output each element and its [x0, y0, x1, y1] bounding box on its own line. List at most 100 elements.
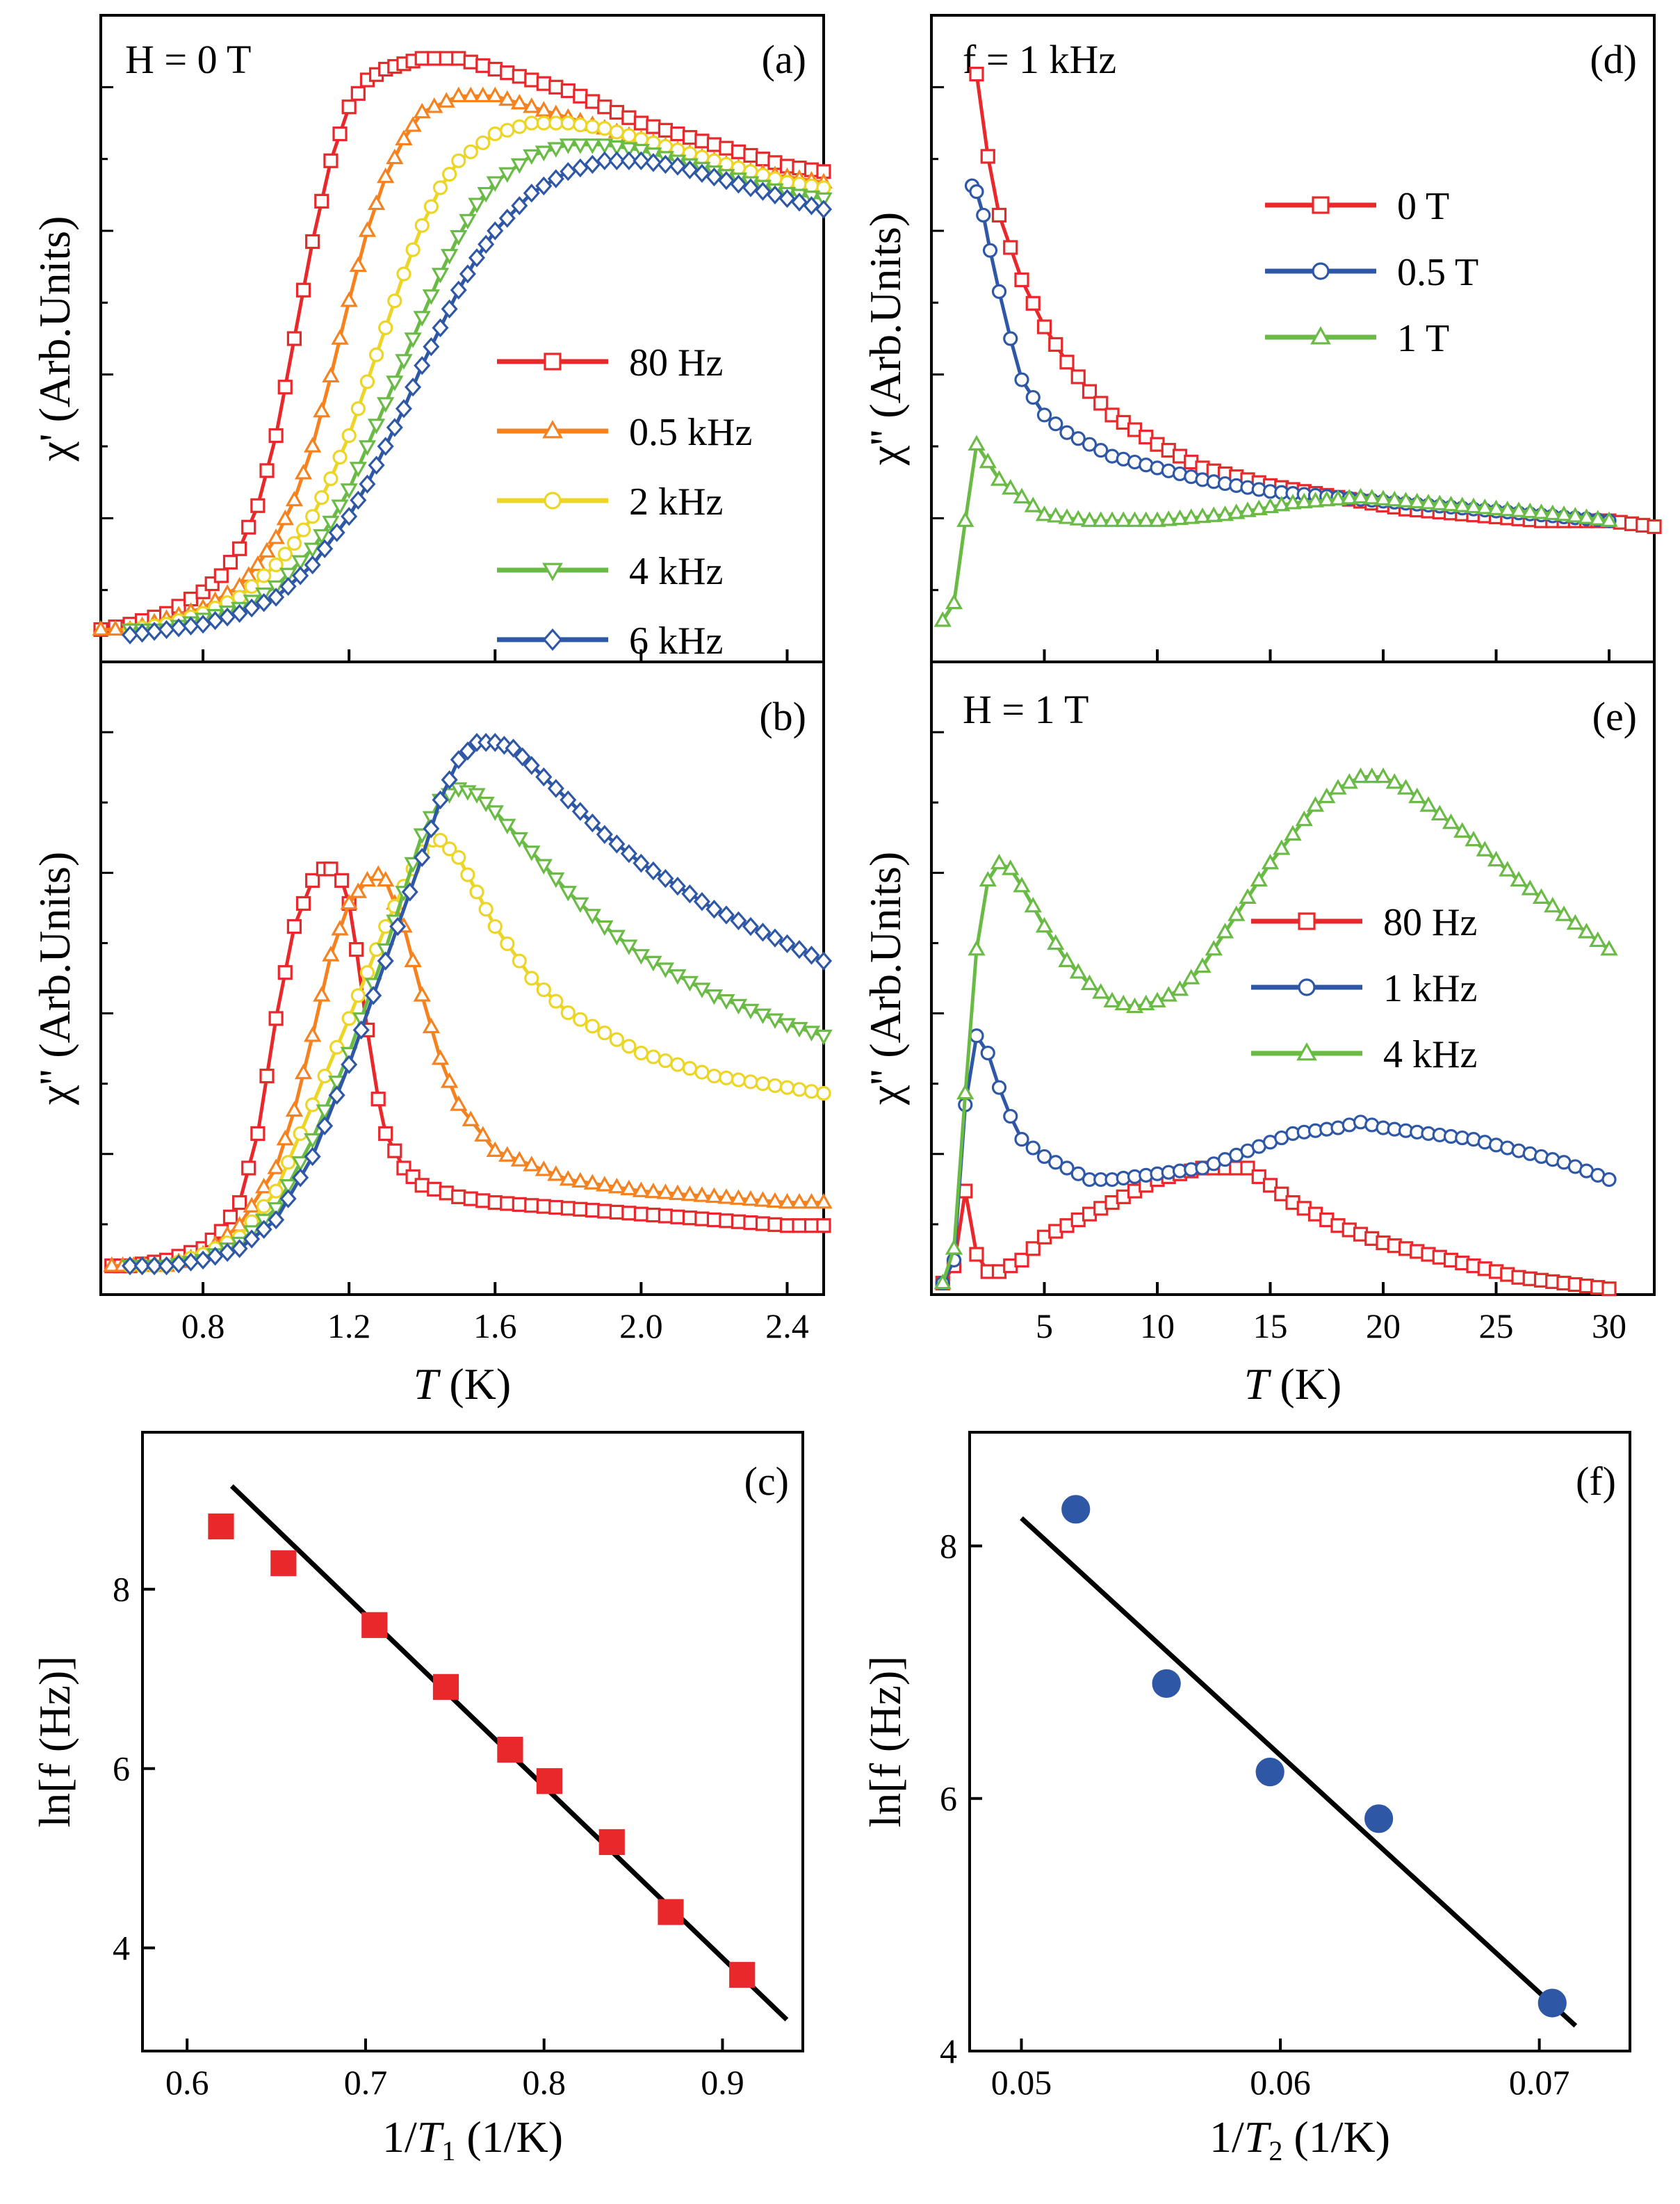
panel-b-series-3-point — [559, 886, 577, 902]
panel-d-series-2-point — [1069, 510, 1087, 526]
panel-e-series-2-point — [1408, 787, 1426, 804]
panel-b-series-1-point — [486, 1141, 504, 1157]
panel-a-series-0-point — [222, 555, 238, 570]
panel-e-series-2-point — [1566, 914, 1584, 930]
panel-d-series-2-point — [1408, 492, 1426, 509]
panel-b-series-1-point — [535, 1160, 553, 1176]
panel-e-xlabel: T (K) — [1244, 1359, 1341, 1409]
panel-a-series-1-point — [498, 90, 516, 106]
panel-a-series-3-point — [523, 149, 541, 165]
panel-e-xtick-label: 30 — [1592, 1306, 1626, 1345]
panel-b-series-0-point — [646, 1207, 661, 1223]
panel-b-series-4-point — [206, 1247, 224, 1266]
panel-a-series-3-point — [322, 515, 340, 532]
panel-d-series-2-point — [1351, 487, 1370, 504]
panel-d-series-2-point — [1430, 494, 1449, 510]
panel-b-series-2-point — [500, 936, 515, 951]
panel-a-legend-label-1: 0.5 kHz — [629, 411, 752, 454]
panel-a-series-4-point — [742, 178, 759, 197]
panel-b-series-4-point — [432, 790, 449, 810]
panel-e-series-2-point — [1487, 850, 1506, 867]
panel-a-series-1-point — [313, 402, 331, 418]
panel-a-legend-label-4: 6 kHz — [629, 619, 723, 663]
panel-a-series-1-point — [304, 437, 322, 453]
panel-a-series-0-point — [755, 152, 771, 167]
panel-a-series-4-point — [359, 474, 376, 494]
panel-b-series-1-point — [778, 1193, 797, 1209]
panel-a-series-2-point — [512, 119, 527, 134]
panel-b-series-1-point — [331, 920, 349, 936]
panel-b-series-0-point — [370, 1092, 386, 1107]
panel-e-series-2-point — [1024, 896, 1042, 913]
panel-a-series-4-point — [535, 176, 553, 196]
panel-b-series-0-point — [231, 1195, 247, 1210]
panel-b-series-4-point — [514, 747, 531, 767]
panel-e-series-1-point — [1003, 1108, 1018, 1124]
panel-b-series-2-point — [469, 884, 484, 900]
panel-e-series-2-point — [1385, 773, 1403, 789]
panel-b-series-0-point — [277, 965, 293, 980]
panel-b-series-0-point — [731, 1214, 747, 1229]
panel-a-series-1-point — [249, 555, 267, 572]
panel-f-data-point — [1364, 1804, 1394, 1833]
panel-d-series-2-point — [1103, 511, 1121, 527]
panel-a-series-4-point — [423, 337, 440, 357]
panel-a-series-1-point — [413, 102, 431, 119]
panel-a-series-2-point — [548, 115, 564, 131]
panel-c-data-point — [729, 1961, 756, 1988]
panel-a-series-0-point — [463, 54, 478, 70]
panel-b-series-0-point — [259, 1069, 275, 1084]
panel-b-series-4-point — [401, 882, 418, 902]
panel-f-data-point — [1152, 1669, 1181, 1699]
panel-b-series-3-point — [279, 1179, 297, 1195]
panel-b-series-3-point — [815, 1029, 833, 1046]
panel-e-series-2-point — [1577, 923, 1596, 939]
panel-b-series-3-point — [607, 930, 626, 946]
panel-b-series-1-point — [559, 1169, 577, 1186]
panel-a-series-4-point — [268, 588, 285, 607]
panel-a-series-3-point — [279, 567, 297, 584]
panel-d-legend-marker-2 — [1310, 326, 1331, 345]
panel-b-series-4-point — [243, 1229, 261, 1249]
panel-b-series-4-point — [459, 741, 476, 761]
panel-a-series-2-point — [314, 490, 329, 505]
panel-b-series-0-point — [487, 1195, 503, 1210]
panel-d-series-0-point — [1082, 384, 1098, 399]
panel-a-series-4-point — [487, 221, 504, 241]
panel-b-series-0-point — [755, 1216, 771, 1231]
panel-a-series-0-point — [548, 79, 564, 95]
panel-a-series-0-point — [213, 568, 229, 583]
panel-b-series-0-point — [694, 1211, 710, 1226]
panel-e-series-1-point — [969, 1028, 984, 1044]
panel-e-series-0-point — [1274, 1186, 1289, 1201]
panel-b-series-1-point — [705, 1187, 724, 1204]
panel-b-series-3-point — [778, 1018, 797, 1034]
panel-b-series-4-point — [596, 825, 613, 844]
panel-a-series-0-point — [268, 428, 284, 444]
panel-a-series-4-point — [414, 356, 431, 375]
panel-b-series-2-point — [442, 841, 457, 857]
panel-b-series-2-point — [609, 1032, 624, 1047]
panel-a-series-3-point — [331, 499, 349, 515]
panel-a-series-1-point — [510, 93, 528, 110]
panel-a-series-4-point — [584, 154, 601, 175]
panel-e-series-1-point — [1025, 1140, 1041, 1156]
panel-e-series-2-point — [1250, 870, 1268, 887]
panel-e-legend-marker-1 — [1298, 978, 1316, 996]
panel-b-series-2-point — [646, 1049, 661, 1064]
panel-b-series-1-point — [276, 1130, 294, 1146]
panel-b-series-0-point — [560, 1201, 576, 1216]
panel-a-series-0-point — [646, 119, 661, 134]
panel-b-series-3-point — [413, 828, 431, 844]
panel-d-series-2-point — [1080, 511, 1099, 527]
panel-a-series-2-point — [378, 320, 393, 336]
panel-d-series-2-line — [941, 439, 1610, 622]
panel-b-series-4-point — [742, 916, 759, 937]
panel-a-series-2-point — [231, 590, 247, 605]
panel-d-series-2-point — [1114, 511, 1132, 527]
panel-b-series-2-point — [804, 1084, 819, 1099]
panel-b-series-0-point — [670, 1209, 685, 1224]
panel-e-series-2-point — [1205, 940, 1223, 956]
panel-e-series-2-point — [1532, 888, 1551, 904]
panel-d-series-2-point — [1239, 501, 1257, 517]
